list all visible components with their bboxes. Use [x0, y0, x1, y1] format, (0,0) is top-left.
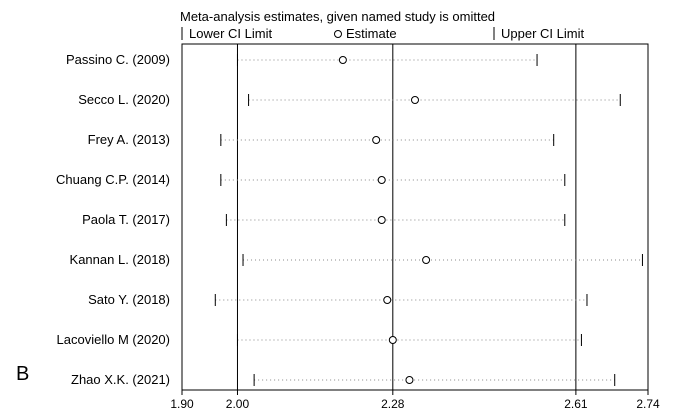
estimate-point [388, 336, 397, 344]
x-tick-label: 2.74 [636, 397, 660, 411]
study-label: Secco L. (2020) [78, 92, 170, 107]
study-row: Paola T. (2017) [82, 212, 566, 227]
x-tick-label: 2.00 [226, 397, 250, 411]
study-row: Secco L. (2020) [78, 92, 621, 107]
study-label: Chuang C.P. (2014) [56, 172, 170, 187]
study-label: Zhao X.K. (2021) [71, 372, 170, 387]
study-label: Sato Y. (2018) [88, 292, 170, 307]
x-tick-label: 2.28 [381, 397, 405, 411]
study-row: Sato Y. (2018) [88, 292, 588, 307]
estimate-point [383, 296, 392, 304]
x-tick-label: 2.61 [564, 397, 588, 411]
study-row: Zhao X.K. (2021) [71, 372, 616, 387]
study-row: Lacoviello M (2020) [57, 332, 582, 347]
legend-estimate-label: Estimate [346, 26, 397, 41]
study-label: Paola T. (2017) [82, 212, 170, 227]
study-label: Frey A. (2013) [88, 132, 170, 147]
study-row: Frey A. (2013) [88, 132, 555, 147]
estimate-point [377, 176, 386, 184]
study-label: Kannan L. (2018) [70, 252, 170, 267]
study-row: Kannan L. (2018) [70, 252, 643, 267]
chart-title: Meta-analysis estimates, given named stu… [180, 9, 495, 24]
study-row: Chuang C.P. (2014) [56, 172, 566, 187]
study-row: Passino C. (2009) [66, 52, 538, 67]
legend-lower-label: Lower CI Limit [189, 26, 272, 41]
estimate-point [405, 376, 414, 384]
panel-label: B [16, 363, 29, 385]
x-axis: 1.90 2.00 2.28 2.61 2.74 [170, 390, 660, 411]
legend: Lower CI Limit Estimate Upper CI Limit [181, 26, 584, 41]
estimate-legend-marker [334, 30, 342, 38]
estimate-point [422, 256, 431, 264]
plot-frame [181, 43, 649, 391]
legend-upper-label: Upper CI Limit [501, 26, 584, 41]
estimate-point [411, 96, 419, 104]
study-label: Passino C. (2009) [66, 52, 170, 67]
estimate-point [377, 216, 386, 224]
study-label: Lacoviello M (2020) [57, 332, 170, 347]
estimate-point [372, 136, 381, 144]
x-tick-label: 1.90 [170, 397, 194, 411]
reference-lines [236, 44, 577, 390]
estimate-point [338, 56, 347, 64]
study-rows: Passino C. (2009) Secco L. (2020) Frey A. … [56, 52, 643, 387]
